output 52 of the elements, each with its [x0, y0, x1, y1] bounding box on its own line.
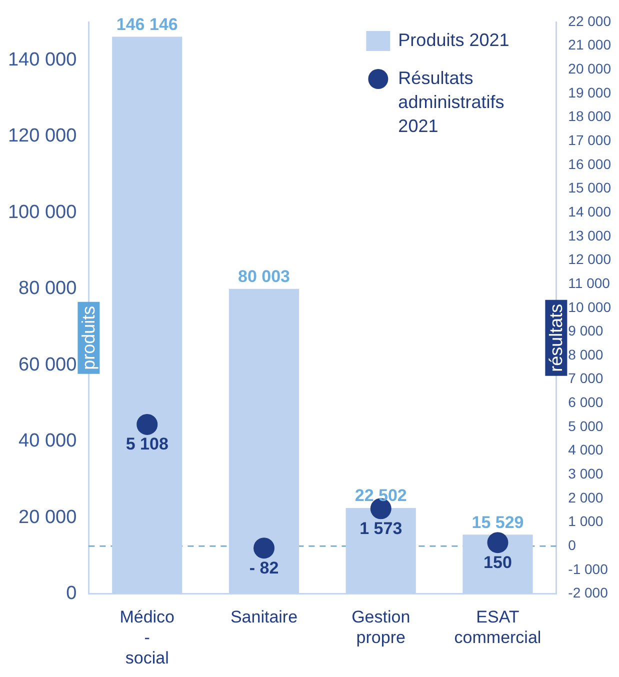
y2-axis-title: résultats: [546, 304, 566, 372]
y2-tick-label: 22 000: [568, 12, 612, 29]
y2-tick-label: 6 000: [568, 394, 604, 410]
y2-tick-label: 12 000: [568, 251, 612, 268]
y2-tick-label: 1 000: [568, 513, 604, 530]
y2-tick-label: 9 000: [568, 322, 604, 339]
y2-tick-label: 2 000: [568, 489, 604, 506]
y2-tick-label: 15 000: [568, 180, 612, 196]
x-tick-label: Gestion propre: [352, 608, 410, 648]
data-label: 80 003: [238, 267, 290, 286]
y2-tick-label: 17 000: [568, 132, 612, 148]
x-tick-label: ESAT commercial: [454, 608, 542, 648]
y2-tick-label: 4 000: [568, 442, 604, 458]
data-label: 15 529: [472, 512, 524, 532]
y2-tick-label: -1 000: [568, 560, 608, 577]
y-tick-label: 0: [66, 583, 77, 604]
y2-tick-label: 16 000: [568, 156, 612, 172]
y2-tick-label: 18 000: [568, 108, 612, 124]
y-tick-label: 60 000: [18, 354, 77, 376]
y-tick-label: 40 000: [18, 430, 77, 452]
legend-label: Produits 2021: [398, 30, 510, 50]
data-label: - 82: [249, 558, 279, 578]
data-label: 1 573: [360, 518, 402, 538]
data-label: 150: [484, 552, 512, 572]
y2-tick-label: 21 000: [568, 36, 612, 53]
y-axis-title: produits: [78, 306, 99, 370]
y2-tick-label: 19 000: [568, 84, 612, 100]
y2-tick-label: 5 000: [568, 418, 604, 434]
y-tick-label: 100 000: [8, 202, 77, 223]
y2-tick-label: -2 000: [568, 584, 608, 601]
y2-tick-label: 8 000: [568, 346, 604, 362]
legend-label: Résultats administratifs 2021: [398, 68, 504, 136]
y2-tick-label: 3 000: [568, 466, 604, 482]
y-tick-label: 80 000: [18, 278, 77, 300]
y-tick-label: 120 000: [8, 126, 77, 147]
y2-tick-label: 10 000: [568, 298, 612, 315]
data-label: 146 146: [116, 14, 178, 34]
y-tick-label: 20 000: [18, 506, 77, 528]
data-label: 22 502: [354, 486, 407, 506]
y-tick-label: 140 000: [8, 49, 77, 70]
y2-tick-label: 20 000: [568, 60, 612, 77]
point: [253, 538, 274, 559]
y2-tick-label: 7 000: [568, 370, 604, 386]
point: [487, 532, 508, 554]
y2-tick-label: 14 000: [568, 203, 612, 220]
y2-tick-label: 13 000: [568, 227, 612, 244]
y2-tick-label: 0: [568, 537, 576, 554]
x-tick-label: Sanitaire: [230, 608, 298, 627]
point: [136, 414, 158, 435]
data-label: 5 108: [126, 434, 168, 454]
y2-tick-label: 11 000: [568, 274, 610, 291]
x-tick-label: Médico - social: [120, 608, 175, 668]
